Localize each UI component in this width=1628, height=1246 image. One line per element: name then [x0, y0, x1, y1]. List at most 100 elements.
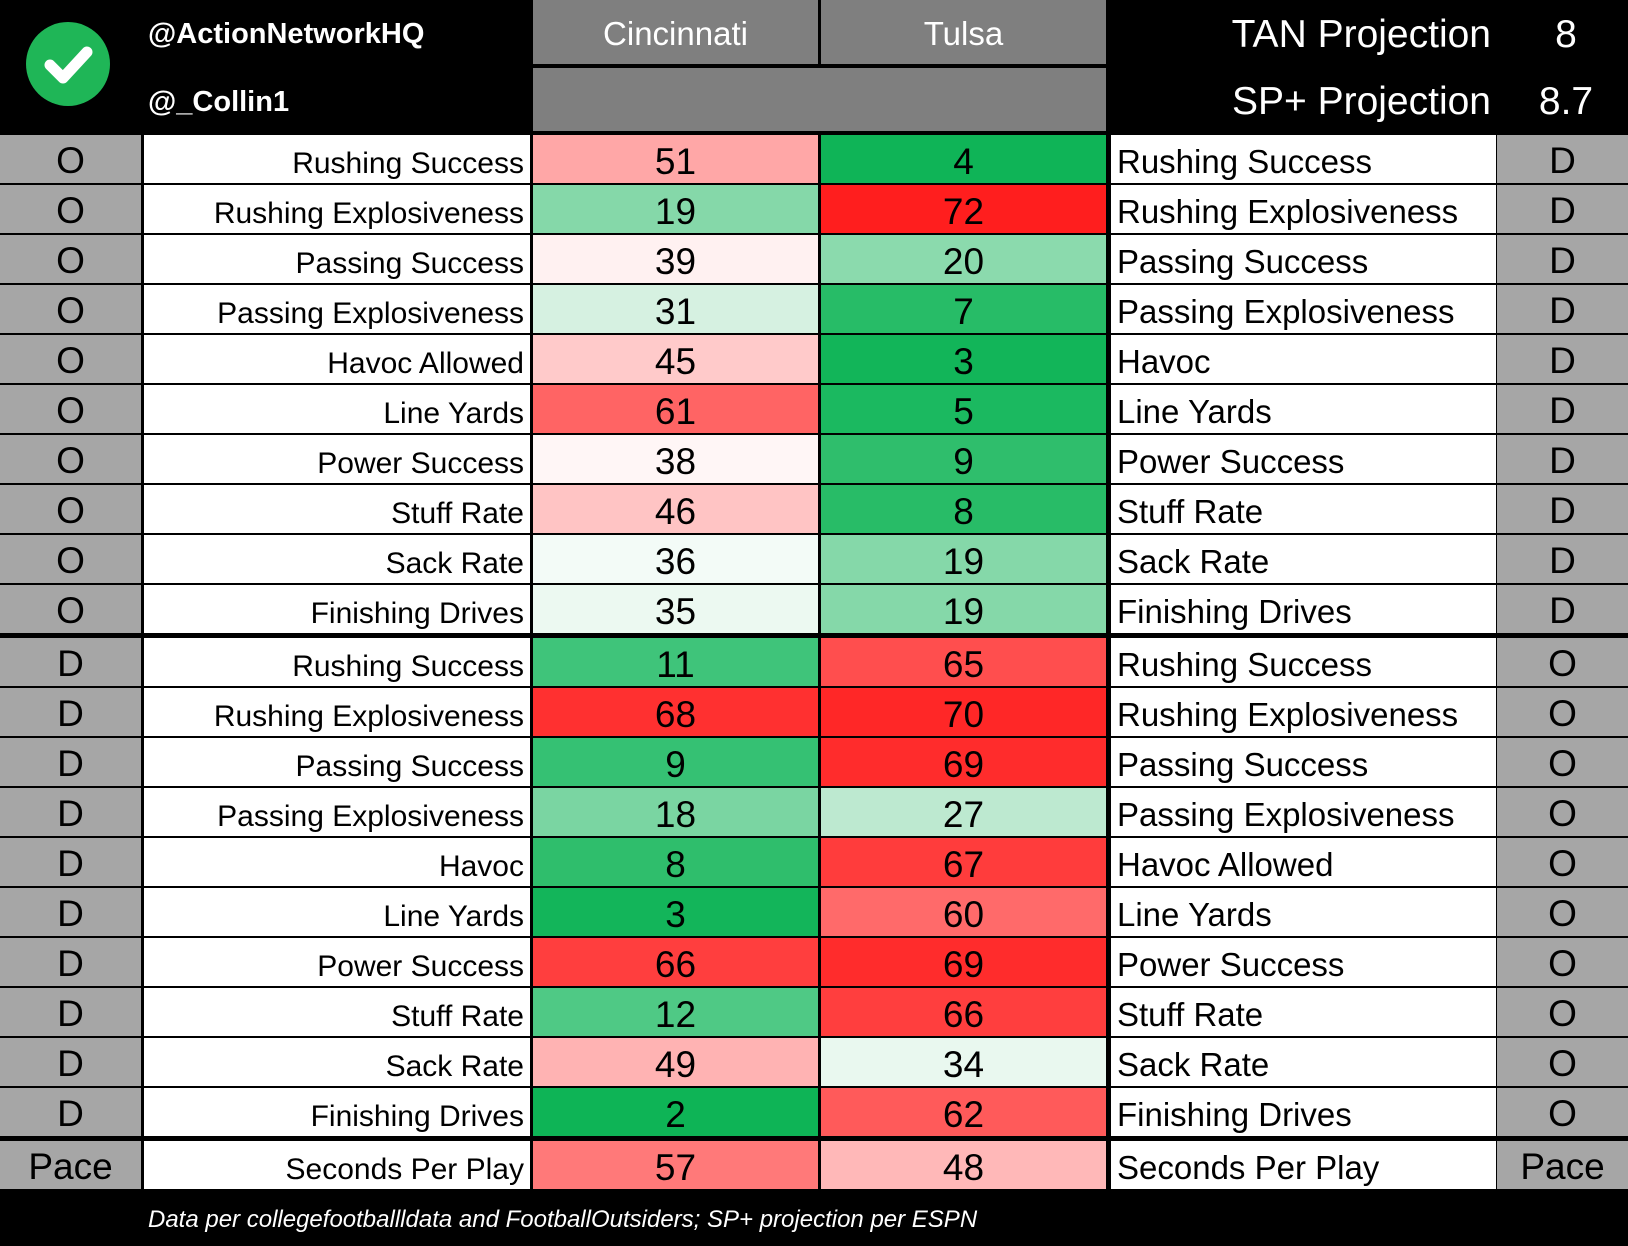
source-note: Data per collegefootballldata and Footba…	[148, 1206, 978, 1233]
side-label-left: D	[0, 688, 141, 736]
side-label-left: O	[0, 335, 141, 383]
stat-name-left: Power Success	[144, 435, 530, 483]
sp-projection-value: 8.7	[1538, 80, 1594, 123]
stat-row: O Havoc Allowed 45 3 Havoc D	[0, 335, 1628, 385]
team-b-value: 19	[821, 535, 1106, 583]
stat-name-left: Line Yards	[144, 888, 530, 936]
team-b-value: 9	[821, 435, 1106, 483]
stat-row: O Sack Rate 36 19 Sack Rate D	[0, 535, 1628, 585]
side-label-left: O	[0, 135, 141, 183]
tan-projection-label: TAN Projection	[1231, 13, 1491, 56]
check-circle-icon	[26, 22, 110, 106]
stat-row: O Rushing Explosiveness 19 72 Rushing Explos…	[0, 185, 1628, 235]
side-label-right: D	[1497, 285, 1628, 333]
side-label-left: O	[0, 385, 141, 433]
team-a-value: 31	[533, 285, 818, 333]
stat-row: D Sack Rate 49 34 Sack Rate O	[0, 1038, 1628, 1088]
handle-primary: @ActionNetworkHQ	[148, 18, 425, 50]
footer: Data per collegefootballldata and Footba…	[0, 1192, 1628, 1246]
team-b-value: 19	[821, 585, 1106, 633]
side-label-right: O	[1497, 738, 1628, 786]
pace-row: Pace Seconds Per Play 57 48 Seconds Per Play…	[0, 1141, 1628, 1191]
stat-name-right: Sack Rate	[1111, 1038, 1496, 1086]
side-label-left: D	[0, 788, 141, 836]
stat-name-right: Line Yards	[1111, 888, 1496, 936]
team-a-value: 49	[533, 1038, 818, 1086]
team-a-value: 8	[533, 838, 818, 886]
stat-name-left: Stuff Rate	[144, 485, 530, 533]
stat-name-right: Passing Explosiveness	[1111, 285, 1496, 333]
side-label-right: O	[1497, 688, 1628, 736]
team-b-value: 4	[821, 135, 1106, 183]
stat-name-right: Passing Success	[1111, 738, 1496, 786]
side-label-right: O	[1497, 988, 1628, 1036]
team-a-value: 57	[533, 1141, 818, 1189]
stat-name-left: Line Yards	[144, 385, 530, 433]
stat-row: O Line Yards 61 5 Line Yards D	[0, 385, 1628, 435]
team-a-value: 46	[533, 485, 818, 533]
side-label-right: D	[1497, 485, 1628, 533]
team-b-value: 72	[821, 185, 1106, 233]
stat-row: O Passing Explosiveness 31 7 Passing Explosi…	[0, 285, 1628, 335]
team-b-value: 5	[821, 385, 1106, 433]
side-label-left: D	[0, 1088, 141, 1136]
team-b-value: 67	[821, 838, 1106, 886]
team-a-value: 39	[533, 235, 818, 283]
header: @ActionNetworkHQ @_Collin1 Cincinnati Tu…	[0, 0, 1628, 135]
stat-name-right: Sack Rate	[1111, 535, 1496, 583]
team-a-value: 3	[533, 888, 818, 936]
side-label-right: O	[1497, 788, 1628, 836]
stat-row: D Havoc 8 67 Havoc Allowed O	[0, 838, 1628, 888]
side-label-left: Pace	[0, 1141, 141, 1189]
stat-name-right: Rushing Explosiveness	[1111, 688, 1496, 736]
stat-name-right: Power Success	[1111, 435, 1496, 483]
side-label-right: O	[1497, 1038, 1628, 1086]
stat-name-right: Havoc	[1111, 335, 1496, 383]
stat-row: O Finishing Drives 35 19 Finishing Drives D	[0, 585, 1628, 635]
team-b-value: 70	[821, 688, 1106, 736]
team-a-value: 68	[533, 688, 818, 736]
team-b-value: 65	[821, 638, 1106, 686]
stat-name-left: Passing Explosiveness	[144, 285, 530, 333]
stat-name-right: Passing Explosiveness	[1111, 788, 1496, 836]
section-divider	[0, 635, 1628, 638]
team-a-value: 45	[533, 335, 818, 383]
team-a-value: 2	[533, 1088, 818, 1136]
side-label-left: O	[0, 285, 141, 333]
handle-secondary: @_Collin1	[148, 86, 290, 118]
side-label-left: O	[0, 185, 141, 233]
stat-name-right: Stuff Rate	[1111, 485, 1496, 533]
side-label-left: D	[0, 1038, 141, 1086]
stat-row: O Rushing Success 51 4 Rushing Success D	[0, 135, 1628, 185]
team-a-value: 66	[533, 938, 818, 986]
side-label-right: Pace	[1497, 1141, 1628, 1189]
stat-name-right: Stuff Rate	[1111, 988, 1496, 1036]
stat-name-left: Seconds Per Play	[144, 1141, 530, 1189]
side-label-right: D	[1497, 435, 1628, 483]
team-a-value: 51	[533, 135, 818, 183]
side-label-left: O	[0, 535, 141, 583]
stat-name-left: Power Success	[144, 938, 530, 986]
stat-rows: O Rushing Success 51 4 Rushing Success D O Rush…	[0, 135, 1628, 1191]
team-b-value: 69	[821, 938, 1106, 986]
section-divider	[0, 1138, 1628, 1141]
team-a-value: 38	[533, 435, 818, 483]
side-label-right: D	[1497, 535, 1628, 583]
side-label-right: O	[1497, 838, 1628, 886]
stat-row: D Rushing Explosiveness 68 70 Rushing Explos…	[0, 688, 1628, 738]
stat-name-left: Passing Success	[144, 235, 530, 283]
team-a-value: 18	[533, 788, 818, 836]
side-label-right: D	[1497, 385, 1628, 433]
stat-name-left: Passing Explosiveness	[144, 788, 530, 836]
stat-name-left: Havoc	[144, 838, 530, 886]
team-b-value: 7	[821, 285, 1106, 333]
team-a-value: 11	[533, 638, 818, 686]
sp-projection-label: SP+ Projection	[1231, 80, 1491, 123]
team-a-value: 35	[533, 585, 818, 633]
stat-row: D Line Yards 3 60 Line Yards O	[0, 888, 1628, 938]
team-b-value: 3	[821, 335, 1106, 383]
team-b-value: 62	[821, 1088, 1106, 1136]
side-label-left: D	[0, 738, 141, 786]
side-label-left: O	[0, 585, 141, 633]
